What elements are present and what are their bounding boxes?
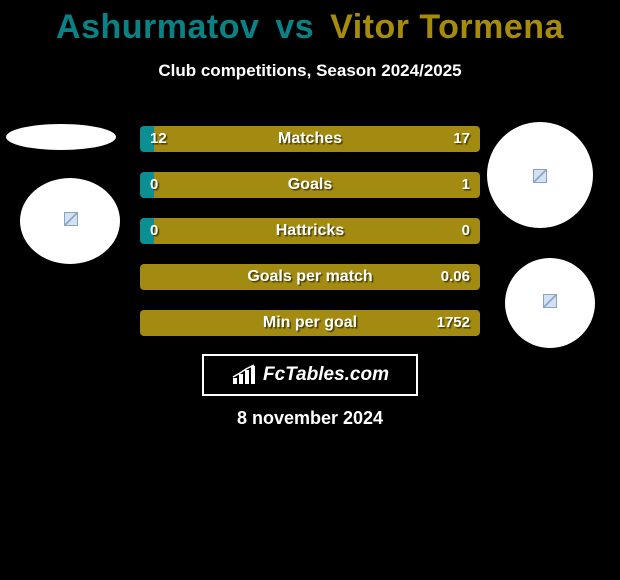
image-placeholder-icon xyxy=(64,212,78,226)
bar-chart-icon xyxy=(231,364,257,386)
date-label: 8 november 2024 xyxy=(0,408,620,429)
stat-row: Matches1217 xyxy=(140,126,480,152)
page-title: Ashurmatov vs Vitor Tormena xyxy=(0,0,620,47)
brand-text: FcTables.com xyxy=(263,364,389,386)
stat-row: Goals per match0.06 xyxy=(140,264,480,290)
stat-bar-left xyxy=(140,126,154,152)
player2-name: Vitor Tormena xyxy=(330,8,564,46)
stat-bar-left xyxy=(140,218,154,244)
vs-text: vs xyxy=(275,8,314,46)
image-placeholder-icon xyxy=(543,294,557,308)
stat-bars: Matches1217 Goals01 Hattricks00 Goals per m… xyxy=(140,126,480,356)
brand-box: FcTables.com xyxy=(202,354,418,396)
stat-row: Goals01 xyxy=(140,172,480,198)
stat-row: Hattricks00 xyxy=(140,218,480,244)
stat-bar-right xyxy=(154,126,480,152)
stat-bar-right xyxy=(154,218,480,244)
comparison-infographic: Ashurmatov vs Vitor Tormena Club competi… xyxy=(0,0,620,580)
stat-bar-right xyxy=(154,172,480,198)
stat-bar-right xyxy=(140,264,480,290)
image-placeholder-icon xyxy=(533,169,547,183)
stat-bar-left xyxy=(140,172,154,198)
subtitle: Club competitions, Season 2024/2025 xyxy=(0,61,620,81)
player1-name: Ashurmatov xyxy=(56,8,259,46)
player1-photo-shadow xyxy=(6,124,116,150)
stat-row: Min per goal1752 xyxy=(140,310,480,336)
stat-bar-right xyxy=(140,310,480,336)
